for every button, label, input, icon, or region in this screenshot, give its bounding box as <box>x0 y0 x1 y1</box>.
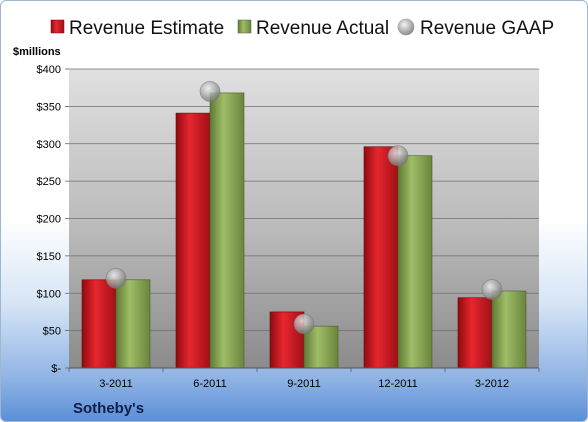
y-axis-ticks: $- $50 $100 $150 $200 $250 $300 $350 $400 <box>37 64 69 375</box>
bars <box>81 92 527 369</box>
y-tick-label: $350 <box>37 101 61 113</box>
legend-label-actual: Revenue Actual <box>256 18 389 39</box>
y-tick-label: $100 <box>37 288 61 300</box>
gaap-markers <box>105 81 503 335</box>
x-tick-label: 6-2011 <box>193 378 226 390</box>
bar-revenue-estimate <box>175 112 211 369</box>
y-tick-label: $50 <box>43 326 61 338</box>
marker-revenue-gaap <box>481 279 503 300</box>
chart-title: Sotheby's <box>73 400 144 417</box>
bar-revenue-estimate <box>363 146 399 369</box>
bar-revenue-estimate <box>457 297 493 369</box>
bar-revenue-actual <box>115 279 151 369</box>
legend-label-gaap: Revenue GAAP <box>420 18 554 39</box>
bar-revenue-actual <box>209 92 245 369</box>
legend-marker-gaap <box>397 18 415 36</box>
y-tick-label: $- <box>51 363 61 375</box>
bar-revenue-actual <box>397 155 433 369</box>
legend-label-estimate: Revenue Estimate <box>69 18 224 39</box>
x-tick-label: 3-2011 <box>99 378 132 390</box>
marker-revenue-gaap <box>387 145 409 167</box>
marker-revenue-gaap <box>293 313 315 335</box>
y-tick-label: $150 <box>37 251 61 263</box>
bar-revenue-actual <box>491 290 527 369</box>
x-tick-label: 12-2011 <box>378 378 418 390</box>
y-axis-unit-label: $millions <box>13 46 61 58</box>
legend-swatch-actual <box>237 19 252 34</box>
y-tick-label: $250 <box>37 176 61 188</box>
y-tick-label: $400 <box>37 64 61 76</box>
y-tick-label: $300 <box>37 139 61 151</box>
bar-revenue-estimate <box>81 279 117 369</box>
marker-revenue-gaap <box>199 81 221 102</box>
x-tick-label: 9-2011 <box>287 378 320 390</box>
x-axis-ticks: 3-2011 6-2011 9-2011 12-2011 3-2012 <box>68 368 540 390</box>
x-tick-label: 3-2012 <box>475 378 509 390</box>
y-tick-label: $200 <box>37 214 61 226</box>
legend-swatch-estimate <box>50 19 65 34</box>
legend: Revenue Estimate Revenue Actual Revenue … <box>50 18 554 39</box>
marker-revenue-gaap <box>105 267 127 289</box>
